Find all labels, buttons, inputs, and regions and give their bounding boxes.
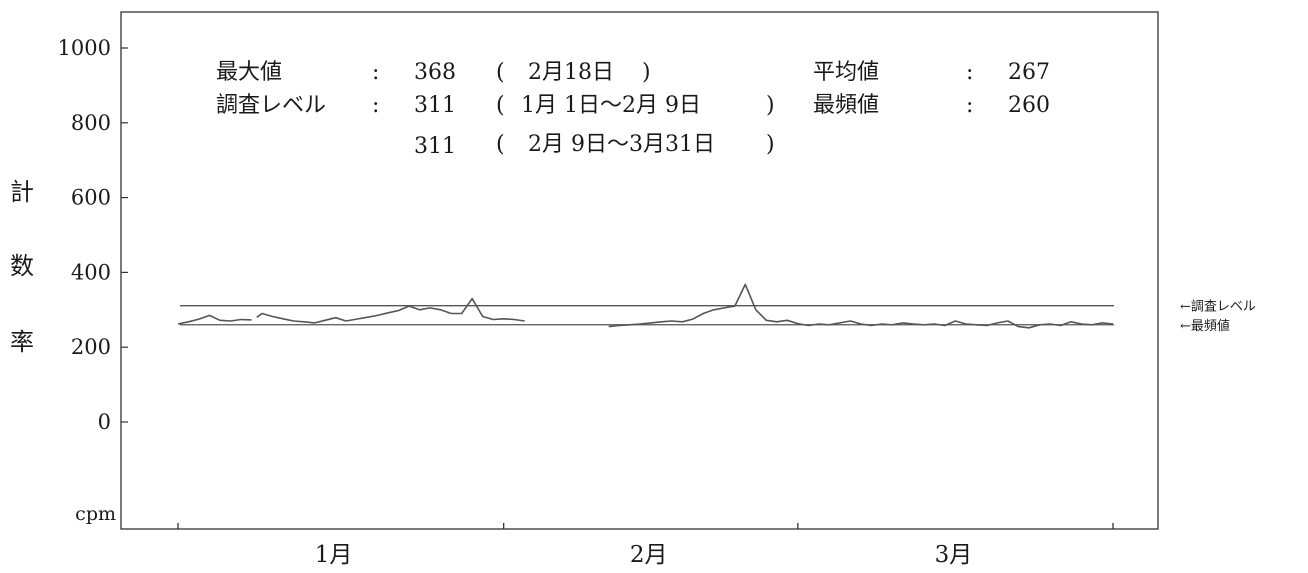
series-line [256,297,525,324]
reference-line-label: ←調査レベル [1180,300,1256,315]
mean-value: 267 [1008,60,1050,85]
mode-value: 260 [1008,93,1050,118]
max-label: 最大値 [216,60,282,85]
y-axis-label-char: 率 [10,328,34,356]
level-period-1-open: ( [496,93,505,118]
mode-separator: : [966,93,973,118]
mean-separator: : [966,60,973,85]
stats-block: 最大値 : 368 ( 2月18日 ) 調査レベル : 311 ( 1月 1日〜… [216,60,1050,159]
max-value: 368 [414,60,456,85]
max-date: 2月18日 [528,60,614,85]
level-period-2-close: ) [766,132,775,157]
plot-frame [120,11,1159,530]
level-period-1-close: ) [766,93,775,118]
y-axis-label: 計数率 [10,178,34,356]
max-separator: : [372,60,379,85]
y-axis-label-char: 計 [10,178,34,206]
level-period-2-open: ( [496,132,505,157]
series-line [608,283,1114,329]
y-tick-label: 200 [71,335,111,359]
max-date-close: ) [642,60,651,85]
reference-lines: ←調査レベル ←最頻値 [180,300,1256,334]
level-period-2: 2月 9日〜3月31日 [528,132,715,157]
y-tick-label: 400 [71,260,111,284]
y-tick-label: 1000 [58,36,111,60]
y-axis-ticks: 1000 800 600 400 200 0 [58,36,128,434]
y-tick-label: 800 [71,111,111,135]
x-tick-label: 1月 [315,542,353,568]
x-tick-label: 2月 [630,542,668,568]
y-axis-label-char: 数 [10,252,34,280]
data-series [177,283,1114,329]
mode-label: 最頻値 [813,93,879,118]
max-date-open: ( [496,60,505,85]
level-period-1: 1月 1日〜2月 9日 [521,93,701,118]
y-tick-label: 0 [98,410,111,434]
level-separator: : [372,93,379,118]
x-tick-label: 3月 [935,542,973,568]
y-unit-label: cpm [75,503,116,525]
level-value-2: 311 [414,134,456,159]
mean-label: 平均値 [813,60,879,85]
level-value-1: 311 [414,93,456,118]
x-axis: 1月 2月 3月 [177,523,1114,568]
y-tick-label: 600 [71,186,111,210]
level-label: 調査レベル [216,93,326,118]
reference-line-label: ←最頻値 [1180,318,1230,334]
series-line [177,314,252,325]
